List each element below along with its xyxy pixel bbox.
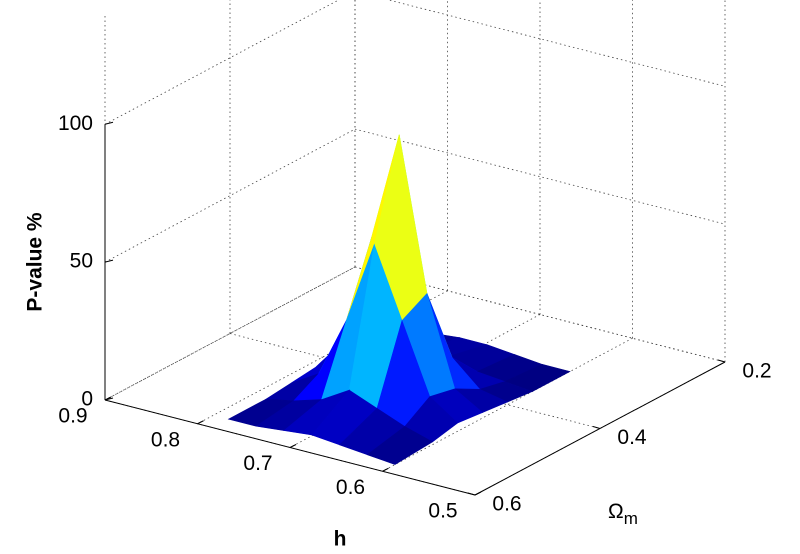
z-tick-label: 100 [58, 112, 93, 135]
z-tick [104, 259, 114, 263]
y-tick-label: 0.6 [492, 493, 521, 516]
x-tick-label: 0.5 [428, 500, 457, 523]
y-tick-label: 0.4 [617, 426, 647, 449]
z-tick-label: 50 [70, 250, 93, 273]
y-axis-label-subscript: m [624, 509, 638, 528]
z-tick [104, 121, 114, 125]
z-tick-label: 0 [81, 388, 93, 411]
surface-cell [366, 426, 434, 465]
x-tick-label: 0.6 [336, 476, 365, 499]
x-tick [474, 491, 482, 496]
x-tick [289, 444, 297, 448]
y-tick [592, 426, 601, 429]
x-tick [104, 396, 112, 401]
x-tick [197, 420, 204, 425]
x-axis-label: h [334, 528, 347, 551]
y-tick [467, 492, 476, 496]
y-tick [717, 359, 726, 363]
grid-line [387, 0, 726, 87]
y-axis-label: Ωm [608, 500, 638, 529]
y-axis-label-symbol: Ω [608, 500, 624, 523]
x-tick-label: 0.8 [151, 428, 180, 451]
x-tick-label: 0.9 [58, 405, 87, 428]
x-tick [382, 467, 389, 472]
grid-line [229, 333, 601, 429]
y-tick-label: 0.2 [742, 360, 771, 383]
z-axis-label: P-value % [24, 212, 47, 312]
x-tick-label: 0.7 [243, 452, 272, 475]
grid-line [354, 128, 726, 225]
